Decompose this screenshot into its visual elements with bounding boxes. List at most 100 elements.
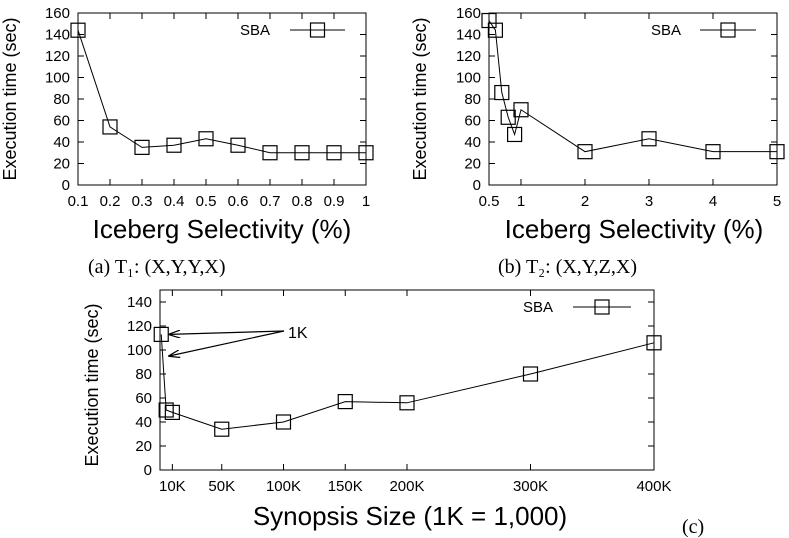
ytick-label-a: 60 [53,113,70,130]
ylabel-b: Execution time (sec) [410,17,430,180]
data-point-b [487,22,503,38]
data-point-a [102,119,118,135]
data-point-a [70,22,86,38]
ytick-label-c: 80 [135,366,152,383]
ylabel-a: Execution time (sec) [0,17,20,180]
series-line-a [77,30,366,154]
data-point-c [399,395,415,411]
legend-label-a: SBA [240,22,270,39]
ytick-label-a: 0 [62,177,70,194]
series-line-c [160,334,655,430]
data-point-c [158,402,174,418]
ytick-label-c: 120 [127,318,152,335]
ylabel-c: Execution time (sec) [82,303,102,466]
legend-marker-a [290,22,345,38]
data-point-c [275,414,292,430]
annotation-arrow-c [169,330,285,356]
legend-marker-b [700,22,756,38]
plot-a: 0 20 40 60 80 100 120 140 160 0.1 0.2 0.3 0.4 0.5 0.6 0… [45,5,374,210]
xtick-label-a: 0.4 [164,193,185,210]
caption-c: (c) [682,516,704,538]
ytick-label-b: 100 [456,70,481,87]
ytick-label-c: 100 [127,342,152,359]
data-point-b [513,102,529,118]
annotation-label-c: 1K [288,325,308,342]
caption-b: (b) T₂: (X,Y,Z,X) [498,256,637,278]
ytick-label-b: 40 [464,134,481,151]
xlabel-c: Synopsis Size (1K = 1,000) [253,501,567,531]
caption-a: (a) T₁: (X,Y,Y,X) [88,256,226,278]
data-point-b [507,126,523,143]
plot-frame-a [77,12,367,186]
xtick-label-c: 400K [636,478,671,495]
data-point-a [262,145,278,161]
legend-label-c: SBA [523,299,553,316]
data-point-a [230,137,246,153]
data-point-c [214,421,230,437]
xtick-label-c: 150K [328,478,363,495]
data-point-a [358,145,374,161]
ytick-label-b: 80 [464,91,481,108]
data-point-b [494,84,510,101]
xtick-label-a: 1 [362,193,370,210]
data-point-a [198,131,214,147]
data-point-b [705,144,721,160]
ytick-label-c: 20 [135,438,152,455]
chart-panel-a: 0 20 40 60 80 100 120 140 160 0.1 0.2 0.3 0.4 0.5 0.6 0… [0,5,374,278]
chart-panel-c: 0 20 40 60 80 100 120 140 10K 50K 100K 150K 200K 300K… [82,289,704,538]
data-point-a [134,139,150,155]
ytick-label-b: 140 [456,27,481,44]
ytick-label-a: 120 [45,48,70,65]
xtick-label-c: 10K [159,478,186,495]
data-point-a [294,145,310,161]
xtick-label-a: 0.8 [292,193,313,210]
ytick-label-b: 160 [456,5,481,22]
xlabel-a: Iceberg Selectivity (%) [93,214,352,244]
plot-frame-c [159,289,655,471]
ytick-label-a: 160 [45,5,70,22]
xtick-label-b: 1 [517,193,525,210]
chart-panel-b: 0 20 40 60 80 100 120 140 160 0.5 1 2 3 4 5 Execution … [410,5,785,278]
xtick-label-a: 0.7 [260,193,281,210]
data-point-c [337,394,353,410]
data-point-c [522,366,539,382]
xtick-label-a: 0.2 [100,193,121,210]
data-point-c [646,335,662,351]
data-point-c [164,404,180,420]
ytick-label-a: 40 [53,134,70,151]
plot-frame-b [488,12,778,186]
ytick-label-b: 0 [473,177,481,194]
ytick-label-a: 80 [53,91,70,108]
ytick-label-c: 40 [135,414,152,431]
xtick-label-a: 0.3 [132,193,153,210]
legend-label-b: SBA [651,22,681,39]
data-point-a [326,145,342,161]
xlabel-b: Iceberg Selectivity (%) [505,214,764,244]
xtick-label-b: 4 [709,193,717,210]
data-point-b [769,144,785,160]
xtick-label-a: 0.5 [196,193,217,210]
plot-b: 0 20 40 60 80 100 120 140 160 0.5 1 2 3 4 5 [456,5,785,210]
xtick-label-c: 100K [266,478,301,495]
ytick-label-a: 100 [45,70,70,87]
ytick-label-c: 60 [135,390,152,407]
xtick-label-a: 0.9 [324,193,345,210]
ytick-label-c: 0 [144,462,152,479]
plot-c: 0 20 40 60 80 100 120 140 10K 50K 100K 150K 200K 300K… [127,289,672,495]
xtick-label-c: 50K [208,478,235,495]
ytick-label-b: 20 [464,156,481,173]
xtick-label-c: 200K [389,478,424,495]
xtick-label-b: 3 [645,193,653,210]
xtick-label-a: 0.6 [228,193,249,210]
xtick-label-b: 5 [773,193,781,210]
ytick-label-a: 140 [45,27,70,44]
xtick-label-c: 300K [513,478,548,495]
annotation-arrow-c [169,331,285,334]
data-point-b [481,12,497,29]
legend-marker-c [573,299,631,315]
ytick-label-c: 140 [127,294,152,311]
data-point-b [641,131,657,147]
xtick-label-b: 0.5 [479,193,500,210]
data-point-b [577,144,593,160]
